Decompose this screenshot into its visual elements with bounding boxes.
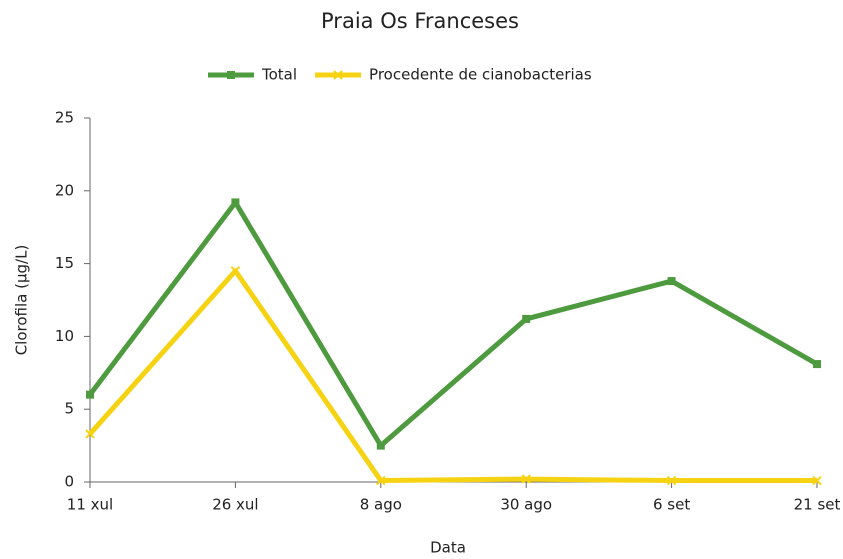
x-tick-label: 6 set bbox=[653, 496, 690, 514]
y-tick-label: 5 bbox=[64, 400, 74, 418]
x-tick-label: 11 xul bbox=[67, 496, 113, 514]
y-tick-label: 25 bbox=[55, 109, 74, 127]
point bbox=[376, 441, 385, 450]
point bbox=[813, 360, 821, 369]
chart-title: Praia Os Franceses bbox=[321, 9, 519, 33]
legend-label: Procedente de cianobacterias bbox=[369, 66, 592, 84]
y-tick-label: 20 bbox=[55, 181, 74, 199]
point bbox=[666, 475, 677, 486]
x-tick-label: 30 ago bbox=[500, 496, 552, 514]
y-tick-label: 15 bbox=[55, 254, 74, 272]
point bbox=[522, 314, 531, 323]
x-tick-label: 21 set bbox=[794, 496, 841, 514]
y-tick-label: 0 bbox=[64, 473, 74, 491]
point bbox=[85, 429, 95, 439]
x-tick-label: 26 xul bbox=[212, 496, 258, 514]
point bbox=[521, 474, 531, 484]
legend-label: Total bbox=[261, 66, 297, 84]
point bbox=[812, 475, 822, 486]
point bbox=[86, 390, 94, 399]
point bbox=[230, 266, 241, 276]
y-tick-label: 10 bbox=[55, 327, 74, 345]
point bbox=[231, 198, 240, 207]
y-axis-title: Clorofila (µg/L) bbox=[13, 245, 31, 356]
series-line bbox=[88, 268, 817, 484]
series-line bbox=[88, 199, 819, 449]
x-axis-title: Data bbox=[430, 539, 466, 557]
x-tick-label: 8 ago bbox=[360, 496, 402, 514]
legend-marker bbox=[333, 70, 343, 80]
point bbox=[667, 277, 676, 286]
point bbox=[376, 475, 386, 486]
legend-marker bbox=[227, 71, 235, 79]
